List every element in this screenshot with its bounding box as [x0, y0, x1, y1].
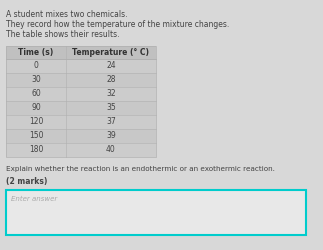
Text: 0: 0	[34, 62, 38, 70]
Text: They record how the temperature of the mixture changes.: They record how the temperature of the m…	[6, 20, 229, 29]
Bar	[6, 115, 156, 129]
Text: A student mixes two chemicals.: A student mixes two chemicals.	[6, 10, 128, 19]
Text: 150: 150	[29, 132, 43, 140]
Text: Explain whether the reaction is an endothermic or an exothermic reaction.: Explain whether the reaction is an endot…	[6, 166, 275, 172]
Bar	[6, 190, 306, 235]
Bar	[6, 46, 156, 59]
Bar	[6, 87, 156, 101]
Bar	[6, 129, 156, 143]
Text: Time (s): Time (s)	[18, 48, 54, 57]
Bar	[6, 73, 156, 87]
Text: 28: 28	[106, 76, 116, 84]
Bar	[6, 46, 156, 157]
Text: 35: 35	[106, 104, 116, 112]
Text: 24: 24	[106, 62, 116, 70]
Text: Enter answer: Enter answer	[11, 196, 57, 202]
Text: The table shows their results.: The table shows their results.	[6, 30, 120, 39]
Text: 37: 37	[106, 118, 116, 126]
Text: 120: 120	[29, 118, 43, 126]
Text: 32: 32	[106, 90, 116, 98]
Bar	[6, 59, 156, 73]
Bar	[6, 143, 156, 157]
Text: (2 marks): (2 marks)	[6, 177, 47, 186]
Bar	[6, 101, 156, 115]
Text: 40: 40	[106, 146, 116, 154]
Text: 90: 90	[31, 104, 41, 112]
Text: 180: 180	[29, 146, 43, 154]
Text: 39: 39	[106, 132, 116, 140]
Text: 60: 60	[31, 90, 41, 98]
Text: Temperature (° C): Temperature (° C)	[72, 48, 150, 57]
Text: 30: 30	[31, 76, 41, 84]
